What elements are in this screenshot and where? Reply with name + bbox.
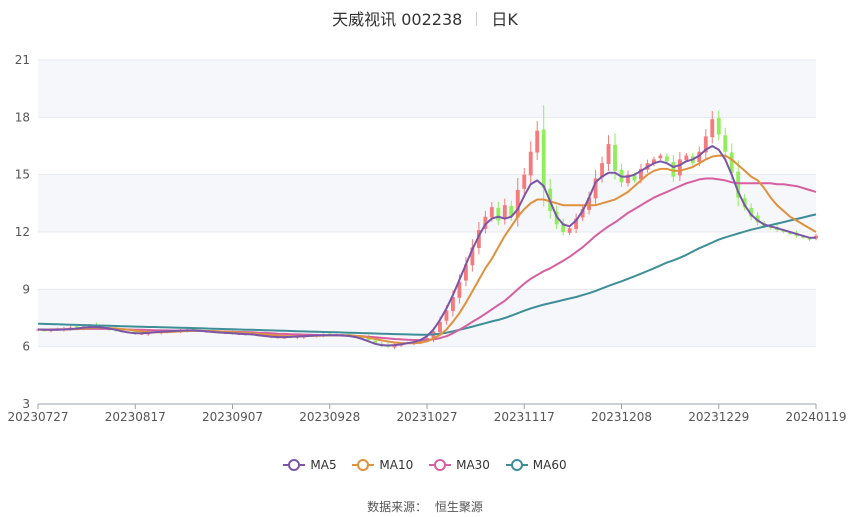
grid-band bbox=[38, 174, 816, 232]
candle-body bbox=[664, 156, 669, 162]
candle-body bbox=[768, 227, 773, 229]
candle-body bbox=[451, 296, 455, 312]
candle-body bbox=[729, 152, 734, 173]
y-tick-label: 9 bbox=[22, 282, 30, 296]
candle-body bbox=[509, 206, 514, 217]
chart-legend: MA5 MA10 MA30 MA60 bbox=[0, 458, 850, 474]
legend-marker-ma60 bbox=[505, 459, 528, 471]
candle-body bbox=[788, 232, 792, 234]
legend-item-ma60[interactable]: MA60 bbox=[505, 458, 567, 472]
candle-body bbox=[528, 151, 533, 176]
candlestick-chart[interactable]: 3 6 9 12 15 18 21 20230727 20230817 20230907 20230… bbox=[0, 0, 850, 450]
legend-label-ma5: MA5 bbox=[310, 458, 337, 472]
candle-body bbox=[613, 144, 617, 171]
grid-band bbox=[38, 60, 816, 118]
candle-body bbox=[632, 175, 637, 181]
candle-body bbox=[463, 264, 468, 281]
candle-body bbox=[677, 159, 682, 176]
candle-body bbox=[425, 338, 429, 340]
candle-body bbox=[580, 209, 585, 218]
legend-label-ma60: MA60 bbox=[532, 458, 567, 472]
y-tick-label: 21 bbox=[15, 53, 30, 67]
legend-label-ma30: MA30 bbox=[456, 458, 490, 472]
legend-item-ma30[interactable]: MA30 bbox=[429, 458, 490, 472]
candle-body bbox=[703, 136, 708, 153]
candle-body bbox=[489, 207, 494, 218]
candle-body bbox=[755, 215, 760, 223]
candle-body bbox=[736, 171, 741, 198]
candle-body bbox=[133, 331, 138, 334]
candle-body bbox=[710, 119, 715, 138]
y-tick-label: 6 bbox=[22, 340, 30, 354]
x-tick-label: 20231208 bbox=[591, 410, 652, 424]
data-source: 数据来源： 恒生聚源 bbox=[0, 498, 850, 515]
period-label[interactable]: 日K bbox=[491, 10, 518, 29]
source-name: 恒生聚源 bbox=[434, 500, 483, 514]
legend-marker-ma10 bbox=[352, 459, 375, 471]
candle-body bbox=[723, 135, 728, 152]
candle-body bbox=[684, 155, 689, 161]
candle-body bbox=[438, 321, 442, 333]
x-tick-label: 20231117 bbox=[494, 410, 555, 424]
x-tick-label: 20230817 bbox=[105, 410, 166, 424]
candle-body bbox=[781, 230, 786, 232]
candle-body bbox=[470, 247, 475, 266]
x-tick-label: 20231229 bbox=[688, 410, 749, 424]
y-tick-label: 18 bbox=[15, 110, 30, 124]
candle-body bbox=[476, 230, 481, 249]
legend-marker-ma5 bbox=[283, 459, 306, 471]
candle-body bbox=[373, 340, 378, 343]
y-tick-label: 3 bbox=[22, 397, 30, 411]
candle-body bbox=[587, 197, 592, 210]
candle-body bbox=[74, 326, 79, 328]
x-tick-label: 20230727 bbox=[7, 410, 68, 424]
candle-body bbox=[807, 238, 812, 240]
stock-title: 天威视讯 002238 bbox=[332, 10, 463, 29]
candle-body bbox=[801, 236, 805, 238]
legend-item-ma5[interactable]: MA5 bbox=[283, 458, 337, 472]
candle-body bbox=[600, 163, 604, 178]
title-divider bbox=[476, 12, 478, 26]
candle-body bbox=[444, 310, 449, 321]
candle-body bbox=[626, 174, 630, 184]
candle-body bbox=[561, 223, 566, 232]
x-tick-label: 20230928 bbox=[299, 410, 360, 424]
candle-body bbox=[593, 178, 598, 199]
candle-body bbox=[651, 159, 656, 164]
candle-body bbox=[567, 228, 572, 233]
x-tick-label: 20240119 bbox=[785, 410, 846, 424]
legend-item-ma10[interactable]: MA10 bbox=[352, 458, 413, 472]
x-tick-label: 20231027 bbox=[396, 410, 457, 424]
candle-body bbox=[639, 168, 643, 180]
y-tick-label: 15 bbox=[15, 168, 30, 182]
source-label: 数据来源： bbox=[367, 500, 428, 514]
candle-body bbox=[327, 333, 332, 335]
candle-body bbox=[671, 162, 676, 177]
legend-marker-ma30 bbox=[429, 459, 452, 471]
candle-body bbox=[522, 174, 527, 189]
candle-body bbox=[697, 151, 702, 163]
line-ma5 bbox=[37, 145, 816, 347]
candle-body bbox=[749, 207, 754, 217]
y-tick-label: 12 bbox=[15, 225, 30, 239]
x-tick-label: 20230907 bbox=[202, 410, 263, 424]
candle-body bbox=[515, 189, 520, 218]
candle-body bbox=[502, 205, 507, 220]
candle-body bbox=[658, 155, 663, 159]
candle-body bbox=[606, 144, 611, 164]
candle-body bbox=[742, 198, 747, 208]
candle-body bbox=[574, 218, 579, 229]
candle-body bbox=[483, 216, 488, 229]
candle-body bbox=[457, 281, 462, 298]
chart-header: 天威视讯 002238 日K bbox=[0, 6, 850, 30]
candle-body bbox=[535, 130, 540, 153]
candle-body bbox=[496, 207, 501, 221]
candle-body bbox=[541, 129, 546, 189]
legend-label-ma10: MA10 bbox=[379, 458, 414, 472]
candle-body bbox=[716, 118, 721, 135]
